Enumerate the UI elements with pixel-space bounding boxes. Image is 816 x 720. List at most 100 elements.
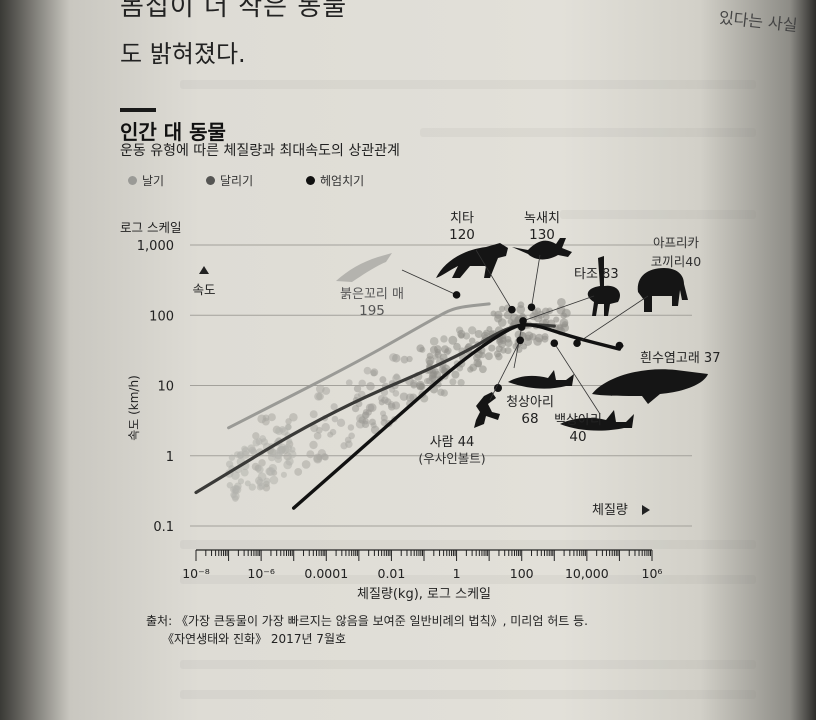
data-point bbox=[488, 344, 496, 352]
data-point bbox=[541, 333, 549, 341]
bleed-through-line bbox=[180, 575, 756, 584]
x-tick-label: 100 bbox=[510, 566, 534, 581]
data-point bbox=[467, 366, 474, 373]
data-point bbox=[434, 351, 442, 359]
data-point bbox=[286, 438, 293, 445]
data-point bbox=[543, 313, 550, 321]
elephant-silhouette-icon bbox=[637, 268, 688, 312]
data-point bbox=[405, 393, 415, 402]
series-curves bbox=[194, 302, 622, 510]
data-point bbox=[416, 344, 425, 353]
runner-silhouette-icon bbox=[474, 392, 500, 428]
data-point bbox=[347, 424, 355, 431]
data-point bbox=[440, 389, 448, 397]
data-point bbox=[468, 326, 477, 335]
data-point bbox=[473, 358, 483, 368]
series-line-0 bbox=[227, 302, 491, 430]
data-point bbox=[379, 376, 387, 384]
annotation-point bbox=[550, 339, 559, 348]
up-arrow-icon bbox=[199, 266, 209, 274]
data-point bbox=[289, 412, 298, 422]
data-point bbox=[370, 368, 379, 377]
figure-title: 인간 대 동물 bbox=[120, 120, 226, 144]
data-point bbox=[484, 352, 493, 361]
page-text-second: 도 밝혀졌다. bbox=[120, 40, 246, 68]
annotation-name: 붉은꼬리 매 bbox=[340, 287, 404, 302]
annotation-pointer bbox=[513, 326, 523, 369]
annotation-pointer bbox=[401, 269, 457, 296]
annotation-name: 코끼리40 bbox=[651, 254, 701, 269]
data-point bbox=[498, 305, 506, 313]
data-point bbox=[380, 414, 388, 422]
data-point bbox=[378, 399, 385, 406]
annotation-pointer bbox=[522, 295, 595, 322]
data-point bbox=[490, 310, 497, 317]
data-point bbox=[289, 446, 296, 453]
data-point bbox=[345, 379, 353, 387]
data-point bbox=[425, 356, 435, 366]
data-point bbox=[280, 471, 287, 478]
data-point bbox=[266, 467, 276, 477]
annotation-value: 120 bbox=[449, 227, 475, 243]
y-axis-label: 속도 (km/h) bbox=[127, 375, 141, 441]
data-point bbox=[358, 416, 366, 424]
data-point bbox=[236, 450, 245, 459]
legend-item-running: 달리기 bbox=[206, 172, 253, 189]
data-point bbox=[301, 460, 311, 469]
bleed-through-line bbox=[420, 128, 756, 137]
data-point bbox=[226, 482, 234, 489]
data-point bbox=[429, 345, 438, 354]
data-point bbox=[306, 450, 315, 459]
data-point bbox=[351, 404, 360, 413]
bleed-through-line bbox=[560, 210, 756, 219]
data-point bbox=[370, 425, 380, 435]
annotation-value: 195 bbox=[359, 303, 385, 319]
data-point bbox=[365, 409, 372, 416]
data-point bbox=[393, 373, 400, 380]
x-tick-label: 10⁻⁶ bbox=[247, 566, 275, 581]
data-point bbox=[388, 403, 396, 411]
data-point bbox=[309, 410, 318, 419]
data-point bbox=[533, 337, 542, 346]
data-point bbox=[294, 468, 303, 476]
data-point bbox=[559, 318, 569, 328]
data-point bbox=[384, 398, 392, 406]
legend-dot-swimming bbox=[306, 176, 315, 185]
data-point bbox=[457, 329, 466, 339]
data-point bbox=[252, 432, 260, 440]
legend-label-swimming: 헤엄치기 bbox=[320, 174, 365, 188]
source-line-2: 《자연생태와 진화》 2017년 7월호 bbox=[162, 632, 347, 646]
data-point bbox=[327, 431, 334, 438]
data-point bbox=[255, 437, 263, 445]
bleed-through-line bbox=[180, 690, 756, 699]
data-point bbox=[497, 318, 507, 327]
y-tick-label: 100 bbox=[149, 309, 174, 324]
data-point bbox=[553, 316, 560, 323]
annotation-point bbox=[516, 336, 525, 345]
annotation-pointer bbox=[553, 342, 601, 415]
data-point bbox=[469, 337, 476, 344]
data-point bbox=[363, 366, 372, 375]
data-point bbox=[353, 385, 362, 393]
title-rule bbox=[120, 108, 156, 112]
legend-label-running: 달리기 bbox=[220, 174, 254, 188]
annotation-point bbox=[519, 317, 527, 325]
data-point bbox=[310, 424, 319, 433]
data-point bbox=[283, 460, 293, 470]
annotation-point bbox=[573, 339, 581, 348]
data-point bbox=[248, 483, 256, 491]
bleed-through-line bbox=[180, 540, 756, 549]
data-point bbox=[321, 453, 329, 461]
data-point bbox=[268, 453, 276, 462]
data-point bbox=[400, 355, 409, 364]
annotation-point bbox=[452, 291, 461, 299]
bleed-through-line bbox=[180, 80, 756, 89]
data-point bbox=[410, 379, 418, 388]
annotation-name: 아프리카 bbox=[653, 235, 700, 250]
data-point bbox=[240, 468, 249, 477]
annotation-pointer bbox=[489, 340, 521, 401]
annotation-name: 사람 44 bbox=[430, 435, 475, 450]
data-point bbox=[429, 337, 439, 346]
annotation-name: 청상아리 bbox=[506, 395, 554, 410]
